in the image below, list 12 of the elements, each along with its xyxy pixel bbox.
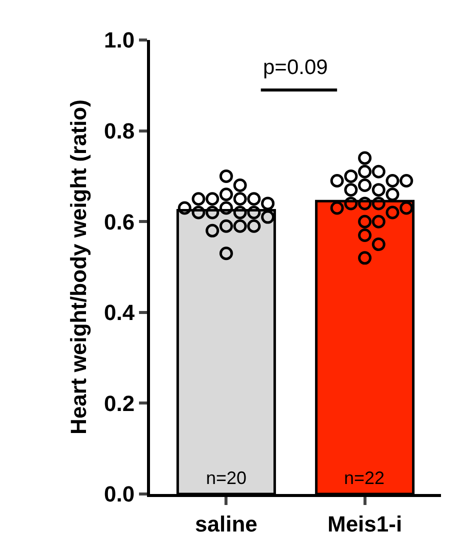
y-tick-label: 0.8 — [104, 118, 135, 144]
x-tick-label: saline — [195, 511, 258, 536]
annotation: n=22 — [344, 468, 385, 488]
y-tick-label: 0.0 — [104, 482, 135, 507]
annotation: n=20 — [206, 468, 247, 488]
y-tick-label: 0.6 — [104, 209, 135, 234]
y-tick-label: 0.2 — [104, 390, 135, 416]
y-axis-title: Heart weight/body weight (ratio) — [66, 100, 91, 434]
x-tick-label: Meis1-i — [327, 511, 402, 536]
annotation: p=0.09 — [263, 56, 328, 79]
y-tick-label: 0.4 — [104, 300, 136, 326]
y-tick-label: 1.0 — [104, 28, 135, 53]
